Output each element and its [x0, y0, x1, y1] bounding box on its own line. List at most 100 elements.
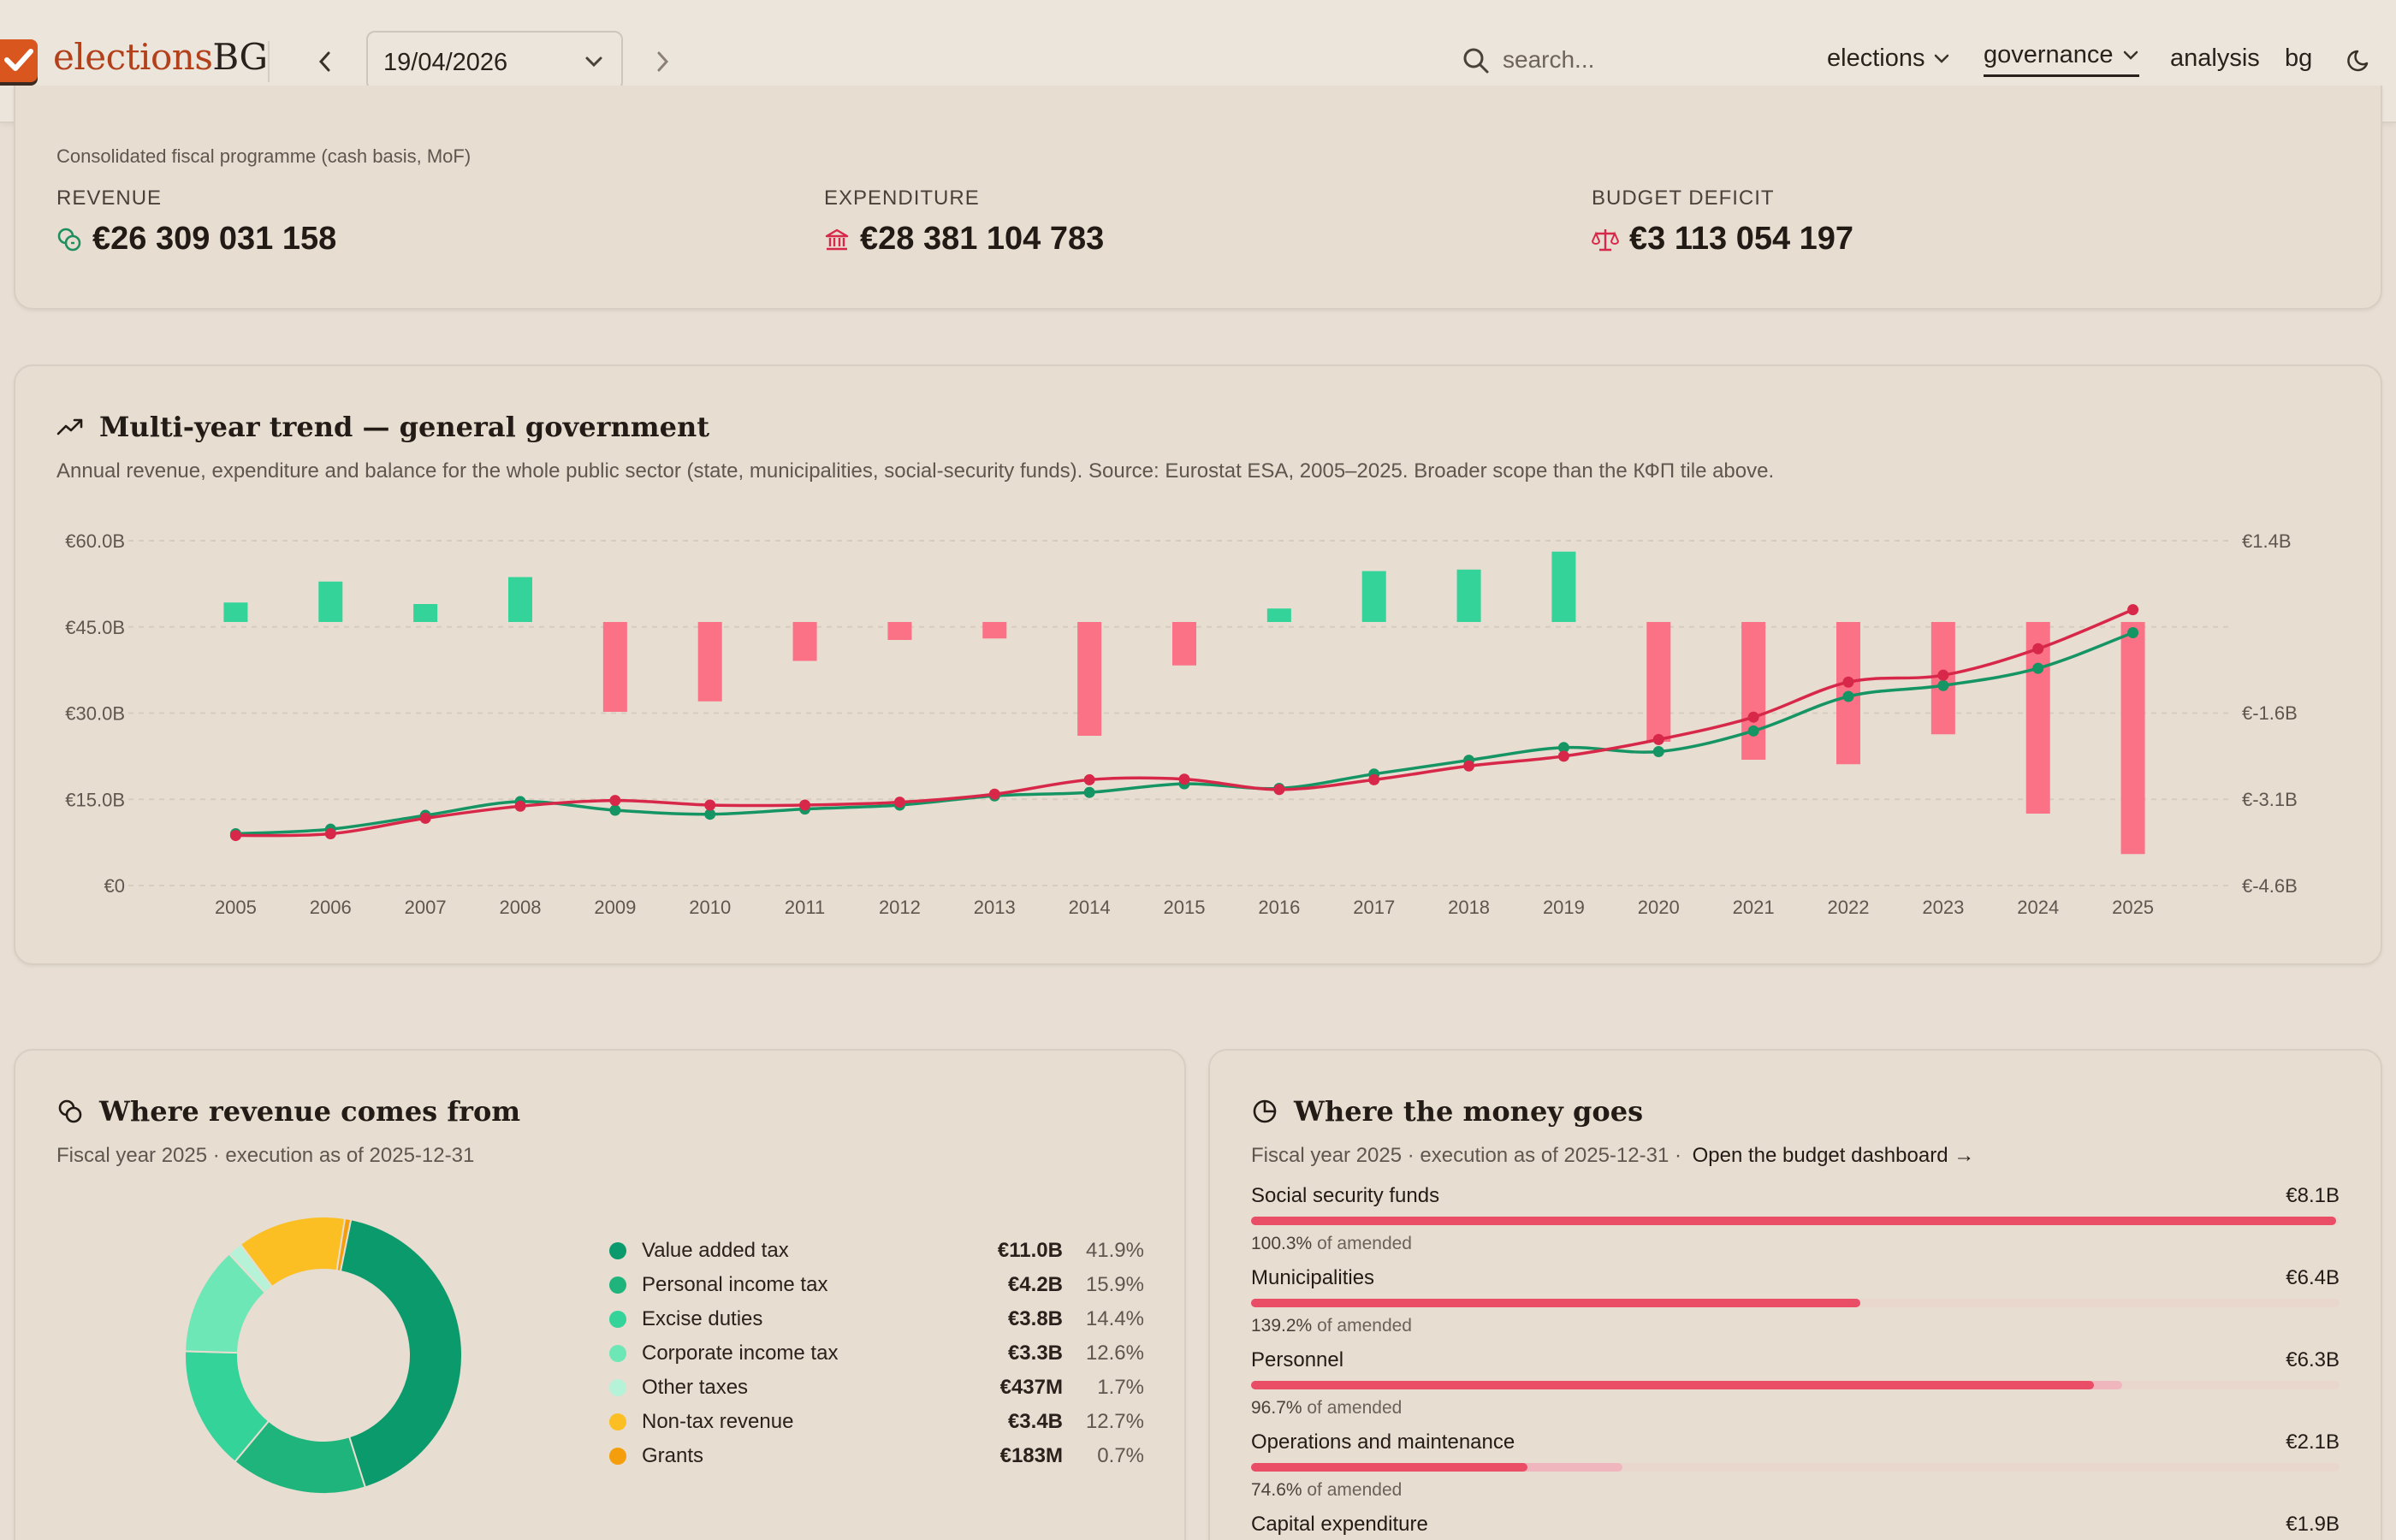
legend-percent: 1.7%	[1097, 1376, 1144, 1399]
chevron-down-icon	[2123, 50, 2138, 60]
trend-description: Annual revenue, expenditure and balance …	[56, 459, 1775, 483]
donut-slice[interactable]	[339, 1218, 463, 1489]
legend-value: €4.2B	[1007, 1273, 1063, 1296]
expenditure-kpi: €28 381 104 783	[824, 221, 1104, 258]
nav-analysis[interactable]: analysis	[2170, 44, 2260, 72]
donut-slice[interactable]	[335, 1217, 353, 1273]
legend-swatch	[609, 1345, 626, 1362]
legend-item[interactable]: Value added tax €11.0B 41.9%	[609, 1234, 1144, 1268]
spending-label: Personnel	[1251, 1348, 1344, 1371]
language-toggle[interactable]: bg	[2285, 44, 2313, 72]
legend-value: €3.4B	[1007, 1410, 1063, 1433]
executed-bar	[1251, 1381, 2094, 1389]
multi-year-trend-card	[14, 364, 2382, 965]
moon-icon	[2347, 50, 2369, 72]
spending-subtitle: Fiscal year 2025 · execution as of 2025-…	[1251, 1144, 1681, 1167]
executed-bar	[1251, 1217, 2337, 1225]
spending-value: €6.4B	[2286, 1266, 2340, 1289]
progress-track	[1251, 1299, 2340, 1307]
legend-label: Excise duties	[642, 1307, 763, 1330]
previous-date-button[interactable]	[308, 44, 342, 79]
spending-subtitle-row: Fiscal year 2025 · execution as of 2025-…	[1251, 1144, 1974, 1168]
legend-percent: 12.6%	[1085, 1342, 1144, 1365]
spending-row[interactable]: Capital expenditure €1.9B	[1251, 1513, 2340, 1540]
legend-swatch	[609, 1242, 626, 1259]
chevron-right-icon	[657, 51, 669, 72]
legend-swatch	[609, 1448, 626, 1465]
execution-percent: 96.7%	[1251, 1398, 1302, 1418]
revenue-title-row: Where revenue comes from	[56, 1095, 520, 1128]
spending-row[interactable]: Municipalities €6.4B 139.2% of amended	[1251, 1266, 2340, 1336]
scale-icon	[1592, 228, 1619, 251]
deficit-label: BUDGET DEFICIT	[1592, 187, 1775, 210]
header-divider	[268, 41, 270, 82]
legend-item[interactable]: Corporate income tax €3.3B 12.6%	[609, 1336, 1144, 1371]
legend-label: Grants	[642, 1444, 704, 1467]
spending-value: €8.1B	[2286, 1184, 2340, 1207]
brand-prefix: elections	[53, 36, 213, 78]
spending-label: Social security funds	[1251, 1184, 1440, 1207]
legend-swatch	[609, 1311, 626, 1328]
legend-value: €11.0B	[997, 1239, 1063, 1262]
fiscal-summary-card	[14, 86, 2382, 310]
deficit-value: €3 113 054 197	[1629, 221, 1854, 257]
theme-toggle[interactable]	[2346, 46, 2374, 74]
spending-label: Municipalities	[1251, 1266, 1375, 1289]
logo-checkmark-icon[interactable]	[0, 39, 38, 82]
nav-governance-label: governance	[1984, 41, 2114, 68]
search-icon	[1463, 48, 1489, 74]
legend-percent: 0.7%	[1097, 1444, 1144, 1467]
legend-item[interactable]: Grants €183M 0.7%	[609, 1439, 1144, 1473]
revenue-title: Where revenue comes from	[99, 1095, 521, 1128]
legend-label: Value added tax	[642, 1239, 789, 1262]
revenue-value: €26 309 031 158	[92, 221, 337, 257]
trend-title-row: Multi-year trend — general government	[56, 411, 709, 443]
legend-item[interactable]: Non-tax revenue €3.4B 12.7%	[609, 1405, 1144, 1439]
spending-value: €6.3B	[2286, 1348, 2340, 1371]
execution-percent: 139.2%	[1251, 1316, 1313, 1336]
brand-suffix: BG	[212, 36, 268, 78]
spending-value: €2.1B	[2286, 1430, 2340, 1454]
legend-value: €183M	[999, 1444, 1063, 1467]
chevron-down-icon	[585, 56, 602, 68]
spending-row[interactable]: Social security funds €8.1B 100.3% of amen…	[1251, 1184, 2340, 1254]
legend-percent: 41.9%	[1085, 1239, 1144, 1262]
progress-track	[1251, 1217, 2340, 1225]
next-date-button[interactable]	[645, 44, 679, 79]
search-input[interactable]	[1503, 43, 1794, 77]
spending-title-row: Where the money goes	[1251, 1095, 1643, 1128]
spending-row[interactable]: Operations and maintenance €2.1B 74.6% of …	[1251, 1430, 2340, 1501]
legend-swatch	[609, 1379, 626, 1396]
legend-swatch	[609, 1413, 626, 1430]
progress-track	[1251, 1463, 2340, 1472]
bank-icon	[825, 228, 849, 250]
legend-percent: 12.7%	[1085, 1410, 1144, 1433]
chevron-down-icon	[1935, 54, 1949, 63]
legend-value: €3.3B	[1007, 1342, 1063, 1365]
spending-value: €1.9B	[2286, 1513, 2340, 1536]
nav-governance[interactable]: governance	[1984, 41, 2139, 77]
spending-row[interactable]: Personnel €6.3B 96.7% of amended	[1251, 1348, 2340, 1419]
execution-note: 100.3% of amended	[1251, 1234, 1412, 1253]
progress-track	[1251, 1381, 2340, 1389]
budget-dashboard-link[interactable]: Open the budget dashboard →	[1692, 1144, 1975, 1167]
legend-item[interactable]: Personal income tax €4.2B 15.9%	[609, 1268, 1144, 1302]
brand-name[interactable]: electionsBG	[53, 36, 268, 78]
nav-elections[interactable]: elections	[1827, 44, 1950, 73]
legend-value: €437M	[999, 1376, 1063, 1399]
execution-percent: 74.6%	[1251, 1480, 1302, 1500]
legend-item[interactable]: Excise duties €3.8B 14.4%	[609, 1302, 1144, 1336]
coins-icon	[57, 228, 81, 251]
revenue-donut-chart[interactable]	[178, 1210, 469, 1501]
date-select[interactable]: 19/04/2026	[366, 31, 623, 91]
legend-item[interactable]: Other taxes €437M 1.7%	[609, 1371, 1144, 1405]
legend-label: Personal income tax	[642, 1273, 828, 1296]
legend-label: Non-tax revenue	[642, 1410, 794, 1433]
spending-label: Capital expenditure	[1251, 1513, 1428, 1536]
legend-value: €3.8B	[1007, 1307, 1063, 1330]
chevron-left-icon	[318, 51, 330, 72]
executed-bar	[1251, 1299, 1861, 1307]
expenditure-value: €28 381 104 783	[860, 221, 1105, 257]
revenue-label: REVENUE	[56, 187, 163, 210]
legend-label: Other taxes	[642, 1376, 749, 1399]
